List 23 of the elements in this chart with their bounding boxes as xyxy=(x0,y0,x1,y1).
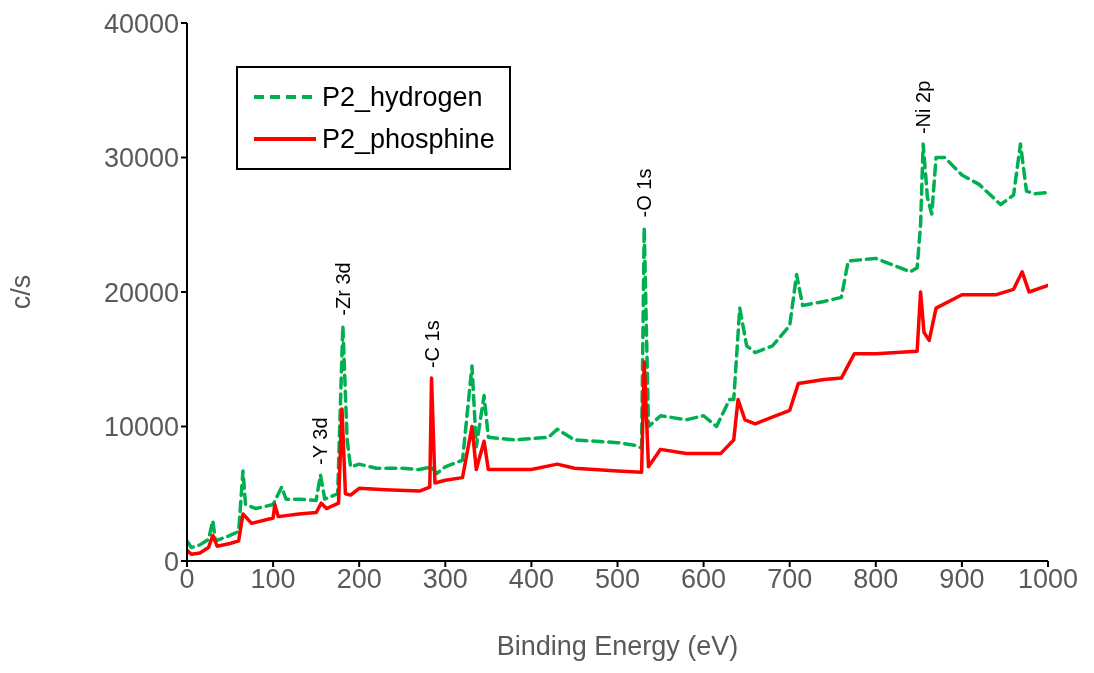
y-tick-label: 30000 xyxy=(103,143,179,174)
x-axis-title: Binding Energy (eV) xyxy=(496,631,739,661)
x-tick-label: 100 xyxy=(250,564,296,595)
annotation: -O 1s xyxy=(633,168,656,218)
y-tick-label: 20000 xyxy=(103,277,179,308)
x-tick-label: 700 xyxy=(767,564,813,595)
x-tick-label: 1000 xyxy=(1017,564,1079,595)
legend-label: P2_phosphine xyxy=(322,123,495,155)
x-tick-label: 800 xyxy=(853,564,899,595)
x-tick-label: 500 xyxy=(594,564,641,595)
x-tick-label: 300 xyxy=(422,564,468,595)
y-tick-label: 10000 xyxy=(103,412,179,443)
annotation: -Y 3d xyxy=(309,417,332,465)
annotation: -Zr 3d xyxy=(331,262,354,316)
x-tick-label: 600 xyxy=(681,564,727,595)
y-tick-label: 40000 xyxy=(103,8,179,39)
annotation: -C 1s xyxy=(420,320,443,369)
x-tick-label: 900 xyxy=(939,564,985,595)
x-tick-label: 200 xyxy=(336,564,382,595)
legend-label: P2_hydrogen xyxy=(322,81,483,113)
x-tick-label: 400 xyxy=(508,564,554,595)
y-axis-title: c/s xyxy=(5,274,36,310)
annotation: -Ni 2p xyxy=(912,80,935,135)
